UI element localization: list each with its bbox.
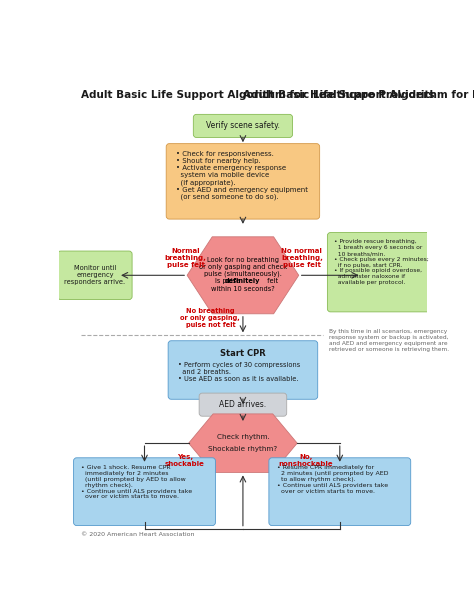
Text: Look for no breathing: Look for no breathing: [207, 257, 279, 263]
Text: No normal
breathing,
pulse felt: No normal breathing, pulse felt: [281, 248, 323, 268]
Polygon shape: [187, 237, 299, 314]
FancyBboxPatch shape: [73, 458, 215, 525]
Text: • Perform cycles of 30 compressions
  and 2 breaths.
• Use AED as soon as it is : • Perform cycles of 30 compressions and …: [178, 362, 300, 383]
Text: Adult Basic Life Support Algorithm for Healthcare Providers: Adult Basic Life Support Algorithm for H…: [81, 91, 435, 101]
FancyBboxPatch shape: [199, 393, 287, 416]
FancyBboxPatch shape: [168, 341, 318, 399]
Text: Adult Basic Life Support Algorithm for Healthcare Providers: Adult Basic Life Support Algorithm for H…: [243, 91, 474, 101]
Text: No,
nonshockable: No, nonshockable: [278, 454, 333, 466]
FancyBboxPatch shape: [193, 115, 292, 137]
Text: Monitor until
emergency
responders arrive.: Monitor until emergency responders arriv…: [64, 265, 126, 285]
FancyBboxPatch shape: [328, 232, 442, 312]
Text: definitely: definitely: [225, 278, 261, 284]
Text: felt: felt: [264, 278, 278, 284]
Text: Check rhythm.: Check rhythm.: [217, 434, 269, 440]
Text: Yes,
shockable: Yes, shockable: [165, 454, 205, 466]
FancyBboxPatch shape: [166, 143, 319, 219]
Text: Verify scene safety.: Verify scene safety.: [206, 121, 280, 131]
FancyBboxPatch shape: [269, 458, 410, 525]
FancyBboxPatch shape: [58, 251, 132, 300]
Polygon shape: [189, 414, 297, 473]
Text: Shockable rhythm?: Shockable rhythm?: [208, 446, 278, 452]
Text: or only gasping and check: or only gasping and check: [199, 264, 287, 270]
Text: Is pulse: Is pulse: [215, 278, 243, 284]
Text: • Give 1 shock. Resume CPR
  immediately for 2 minutes
  (until prompted by AED : • Give 1 shock. Resume CPR immediately f…: [82, 465, 192, 500]
Text: pulse (simultaneously).: pulse (simultaneously).: [204, 270, 282, 277]
Text: By this time in all scenarios, emergency
response system or backup is activated,: By this time in all scenarios, emergency…: [329, 329, 449, 352]
Text: Start CPR: Start CPR: [220, 349, 266, 357]
Text: AED arrives.: AED arrives.: [219, 400, 266, 409]
Text: • Check for responsiveness.
• Shout for nearby help.
• Activate emergency respon: • Check for responsiveness. • Shout for …: [175, 151, 308, 200]
Text: © 2020 American Heart Association: © 2020 American Heart Association: [81, 531, 194, 536]
Text: Normal
breathing,
pulse felt: Normal breathing, pulse felt: [164, 248, 207, 268]
Text: • Resume CPR immediately for
  2 minutes (until prompted by AED
  to allow rhyth: • Resume CPR immediately for 2 minutes (…: [277, 465, 388, 493]
Text: within 10 seconds?: within 10 seconds?: [211, 286, 275, 292]
Text: No breathing
or only gasping,
pulse not felt: No breathing or only gasping, pulse not …: [181, 308, 240, 329]
Text: • Provide rescue breathing,
  1 breath every 6 seconds or
  10 breaths/min.
• Ch: • Provide rescue breathing, 1 breath eve…: [334, 240, 429, 285]
